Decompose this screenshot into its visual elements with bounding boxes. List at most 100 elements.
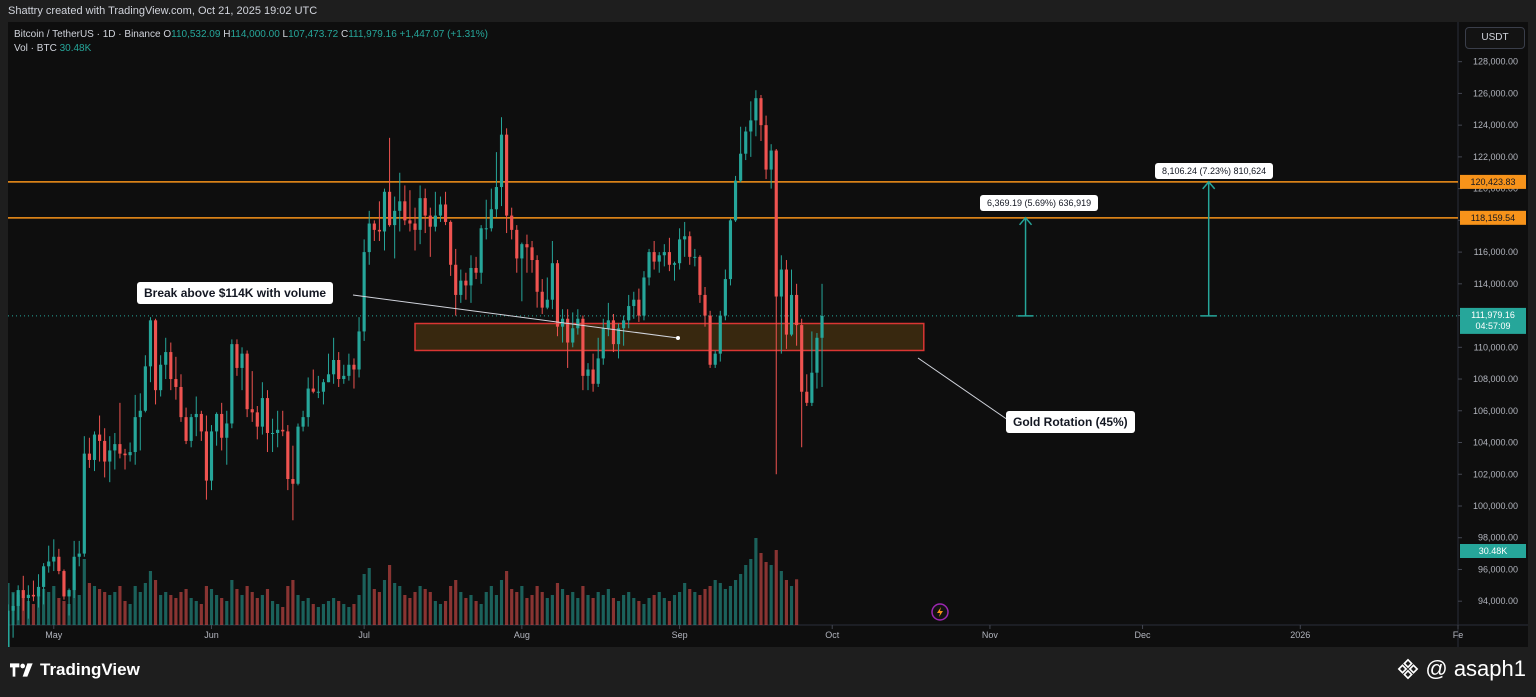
volume-bar bbox=[443, 601, 448, 625]
volume-bar bbox=[616, 601, 621, 625]
volume-bar bbox=[255, 598, 259, 625]
candle-body bbox=[169, 352, 173, 380]
candle-body bbox=[723, 279, 727, 316]
candle-body bbox=[642, 277, 646, 316]
candle-body bbox=[606, 320, 610, 329]
x-tick-label: Oct bbox=[825, 630, 840, 640]
volume-bar bbox=[413, 592, 417, 625]
volume-bar bbox=[550, 595, 554, 625]
candle-body bbox=[805, 391, 809, 403]
volume-bar bbox=[596, 592, 600, 625]
candle-body bbox=[398, 201, 402, 211]
candle-body bbox=[265, 398, 270, 433]
candle-body bbox=[342, 375, 346, 380]
volume-bar bbox=[678, 592, 682, 625]
volume-bar bbox=[566, 595, 570, 625]
annotation-break-above[interactable]: Break above $114K with volume bbox=[137, 282, 334, 304]
candle-body bbox=[499, 134, 504, 188]
candle-body bbox=[428, 215, 432, 227]
candle-body bbox=[443, 204, 448, 222]
candle-body bbox=[382, 191, 387, 232]
annotation-gold-rotation[interactable]: Gold Rotation (45%) bbox=[1006, 411, 1135, 433]
candle-body bbox=[82, 453, 86, 554]
volume-bar bbox=[723, 589, 727, 625]
volume-bar bbox=[159, 595, 163, 625]
volume-bar bbox=[362, 574, 366, 625]
candle-body bbox=[316, 391, 320, 393]
volume-bar bbox=[250, 592, 254, 625]
candle-body bbox=[408, 220, 412, 224]
y-tick-label: 110,000.00 bbox=[1474, 342, 1518, 352]
candle-body bbox=[728, 220, 733, 280]
volume-bar bbox=[464, 598, 468, 625]
candle-body bbox=[688, 236, 692, 257]
x-tick-label: Dec bbox=[1135, 630, 1152, 640]
volume-bar bbox=[87, 583, 91, 625]
candle-body bbox=[601, 328, 605, 359]
candle-body bbox=[616, 328, 621, 345]
candle-body bbox=[566, 318, 570, 343]
candle-body bbox=[291, 479, 295, 484]
candle-body bbox=[800, 325, 804, 392]
candle-body bbox=[637, 299, 641, 316]
volume-bar bbox=[459, 592, 463, 625]
volume-bar bbox=[72, 580, 76, 625]
candlestick-chart[interactable]: 94,000.00 96,000.00 98,000.00 100,000.00 102… bbox=[8, 22, 1528, 647]
tradingview-brand[interactable]: TradingView bbox=[10, 660, 140, 680]
candle-body bbox=[586, 369, 590, 376]
callout-anchor-break bbox=[676, 336, 680, 340]
candle-body bbox=[67, 590, 71, 597]
binance-logo-icon bbox=[1398, 658, 1419, 680]
volume-bar bbox=[591, 598, 595, 625]
currency-button[interactable]: USDT bbox=[1465, 27, 1525, 49]
volume-bar bbox=[662, 598, 666, 625]
candle-body bbox=[632, 299, 636, 307]
candle-body bbox=[240, 353, 244, 368]
volume-bar bbox=[637, 601, 641, 625]
candle-body bbox=[143, 366, 147, 411]
candle-body bbox=[36, 586, 41, 597]
volume-bar bbox=[576, 598, 580, 625]
y-tick-label: 106,000.00 bbox=[1473, 406, 1518, 416]
callout-line-break bbox=[352, 294, 679, 339]
candle-body bbox=[683, 236, 687, 240]
volume-value-tag bbox=[1460, 544, 1526, 558]
candle-body bbox=[153, 320, 158, 391]
legend-change: +1,447.07 (+1.31%) bbox=[399, 29, 488, 40]
candle-body bbox=[591, 369, 595, 384]
candle-body bbox=[388, 191, 392, 226]
candle-body bbox=[92, 434, 97, 460]
volume-bar bbox=[667, 601, 671, 625]
level-price-tag bbox=[1460, 174, 1526, 189]
candle-body bbox=[693, 256, 697, 258]
x-tick-label: 2026 bbox=[1290, 630, 1310, 640]
volume-bar bbox=[8, 583, 10, 625]
volume-bar bbox=[138, 592, 142, 625]
volume-bar bbox=[601, 595, 605, 625]
candle-body bbox=[469, 267, 473, 286]
volume-bar bbox=[260, 595, 264, 625]
candle-body bbox=[311, 388, 315, 392]
candle-body bbox=[133, 417, 137, 453]
volume-bar bbox=[703, 589, 707, 625]
measure-arrow-head bbox=[1018, 216, 1033, 226]
volume-bar bbox=[672, 595, 677, 625]
volume-bar bbox=[230, 580, 234, 625]
candle-body bbox=[611, 320, 616, 345]
volume-bar bbox=[754, 538, 758, 625]
candle-body bbox=[718, 315, 722, 354]
volume-bar bbox=[611, 598, 616, 625]
legend-ohlc: Bitcoin / TetherUS · 1D · Binance O110,5… bbox=[14, 29, 488, 40]
candle-body bbox=[438, 204, 443, 216]
candle-body bbox=[754, 98, 758, 121]
volume-bar bbox=[433, 601, 437, 625]
candle-body bbox=[42, 566, 46, 587]
candle-body bbox=[47, 561, 51, 567]
candle-body bbox=[530, 247, 534, 261]
volume-bar bbox=[199, 604, 203, 625]
candle-body bbox=[789, 294, 794, 335]
legend-high: 114,000.00 bbox=[230, 29, 280, 40]
candle-body bbox=[550, 263, 554, 300]
candle-body bbox=[759, 98, 763, 126]
volume-bar bbox=[265, 589, 270, 625]
